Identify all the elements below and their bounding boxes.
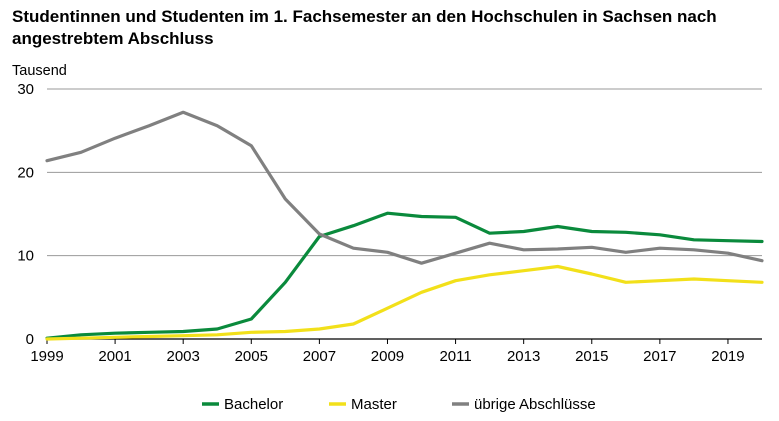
series-line-2 (45, 110, 764, 265)
x-tick-label: 2019 (711, 348, 744, 365)
series-lines (45, 110, 764, 341)
y-tick-label: 30 (17, 81, 34, 98)
legend-label: übrige Abschlüsse (474, 396, 596, 413)
series-line-0 (45, 211, 764, 340)
x-tick-label: 2011 (439, 348, 471, 365)
x-tick-labels: 1999 2001 2003 2005 2007 2009 2011 2013 2015 2017… (30, 339, 745, 365)
y-axis-unit-label: Tausend (12, 63, 67, 79)
legend: Bachelor Master übrige Abschlüsse (202, 396, 596, 413)
grid-lines (47, 88, 762, 340)
legend-label: Master (351, 396, 397, 413)
chart-title: Studentinnen und Studenten im 1. Fachsem… (12, 7, 717, 48)
x-tick-label: 1999 (30, 348, 63, 365)
legend-label: Bachelor (224, 396, 283, 413)
y-tick-label: 20 (17, 164, 34, 181)
x-tick-label: 2015 (575, 348, 608, 365)
y-tick-labels: 0 10 20 30 (17, 81, 34, 348)
x-tick-label: 2017 (643, 348, 676, 365)
x-tick-label: 2005 (235, 348, 268, 365)
x-tick-label: 2013 (507, 348, 540, 365)
y-tick-label: 0 (26, 331, 34, 348)
y-tick-label: 10 (17, 248, 34, 265)
x-tick-label: 2001 (98, 348, 131, 365)
x-tick-label: 2003 (167, 348, 200, 365)
x-tick-label: 2007 (303, 348, 336, 365)
x-tick-label: 2009 (371, 348, 404, 365)
series-line-1 (45, 264, 764, 341)
